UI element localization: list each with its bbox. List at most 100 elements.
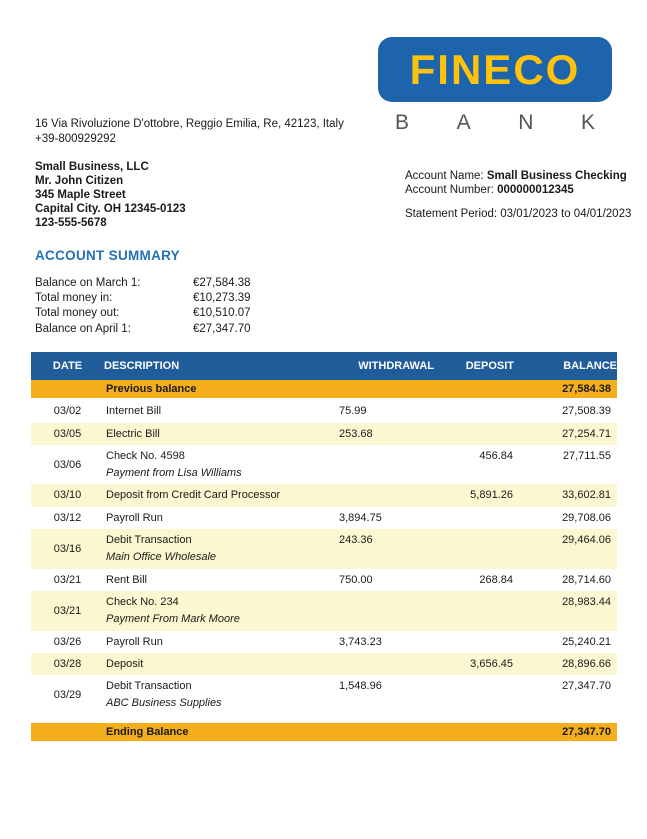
- transaction-description: Internet Bill: [106, 405, 162, 418]
- account-info-block: Account Name: Small Business Checking Ac…: [405, 169, 631, 221]
- transaction-description: Check No. 234: [106, 595, 179, 608]
- cell-withdrawal: [334, 444, 434, 485]
- column-header-description: DESCRIPTION: [104, 352, 334, 380]
- bank-letter: A: [456, 111, 471, 134]
- transaction-row: 03/26 Payroll Run 3,743.23 25,240.21: [31, 630, 617, 653]
- summary-label: Total money out:: [35, 307, 120, 320]
- transaction-description: Debit Transaction: [106, 534, 192, 547]
- account-summary-section: ACCOUNT SUMMARY Balance on March 1: €27,…: [35, 248, 251, 337]
- transaction-description: Check No. 4598: [106, 449, 185, 462]
- transactions-table-section: DATE DESCRIPTION WITHDRAWAL DEPOSIT BALA…: [31, 352, 617, 742]
- cell-description: Debit Transaction Main Office Wholesale: [104, 529, 334, 569]
- transaction-row: 03/06 Check No. 4598 Payment from Lisa W…: [31, 444, 617, 485]
- transaction-description: Payroll Run: [106, 635, 163, 648]
- cell-description: Electric Bill: [104, 422, 334, 445]
- cell-withdrawal: 75.99: [334, 400, 434, 423]
- cell-deposit: [434, 630, 514, 653]
- cell-date: 03/06: [31, 444, 104, 485]
- cell-withdrawal: 243.36: [334, 529, 434, 569]
- summary-row: Total money out: €10,510.07: [35, 306, 251, 321]
- fineco-logo: FINECO B A N K: [378, 37, 612, 135]
- cell-description: Debit Transaction ABC Business Supplies: [104, 675, 334, 715]
- cell-deposit: 456.84: [434, 444, 514, 485]
- customer-company: Small Business, LLC: [35, 161, 149, 173]
- cell-description: Payroll Run: [104, 506, 334, 530]
- bank-phone: +39-800929292: [35, 133, 116, 145]
- transaction-description: Deposit from Credit Card Processor: [106, 489, 281, 502]
- column-header-withdrawal: WITHDRAWAL: [334, 352, 434, 380]
- bank-letter: N: [518, 111, 534, 134]
- cell-balance: 28,983.44: [514, 590, 617, 631]
- cell-balance: 28,896.66: [514, 652, 617, 676]
- cell-date: 03/05: [31, 422, 104, 445]
- transaction-description: Electric Bill: [106, 427, 160, 440]
- cell-withdrawal: 3,894.75: [334, 506, 434, 530]
- cell-description: Rent Bill: [104, 568, 334, 591]
- cell-date: 03/02: [31, 400, 104, 423]
- transaction-subdescription: Payment From Mark Moore: [106, 613, 240, 626]
- transaction-row: 03/29 Debit Transaction ABC Business Sup…: [31, 675, 617, 715]
- transaction-row: 03/21 Check No. 234 Payment From Mark Mo…: [31, 590, 617, 631]
- cell-deposit: [434, 714, 514, 742]
- account-name-line: Account Name: Small Business Checking: [405, 169, 631, 183]
- transaction-row: 03/16 Debit Transaction Main Office Whol…: [31, 529, 617, 569]
- transaction-subdescription: Main Office Wholesale: [106, 551, 217, 564]
- previous-balance-row: Previous balance 27,584.38: [31, 380, 617, 401]
- cell-description: Payroll Run: [104, 630, 334, 653]
- cell-deposit: 268.84: [434, 568, 514, 591]
- cell-balance: 28,714.60: [514, 568, 617, 591]
- cell-description: Deposit from Credit Card Processor: [104, 484, 334, 507]
- summary-value: €10,273.39: [193, 292, 251, 305]
- bank-letter: K: [580, 111, 595, 134]
- cell-description: Check No. 4598 Payment from Lisa William…: [104, 444, 334, 485]
- cell-withdrawal: [334, 484, 434, 507]
- previous-balance-label: Previous balance: [104, 380, 334, 401]
- account-number-value: 000000012345: [497, 184, 574, 196]
- transaction-row: 03/12 Payroll Run 3,894.75 29,708.06: [31, 506, 617, 530]
- account-summary-title: ACCOUNT SUMMARY: [35, 248, 180, 263]
- cell-withdrawal: [334, 380, 434, 401]
- cell-description: Deposit: [104, 652, 334, 676]
- cell-withdrawal: 253.68: [334, 422, 434, 445]
- cell-withdrawal: 1,548.96: [334, 675, 434, 715]
- bank-address-line: 16 Via Rivoluzione D'ottobre, Reggio Emi…: [35, 118, 344, 130]
- fineco-logo-box: FINECO: [378, 37, 612, 102]
- account-name-label: Account Name:: [405, 170, 484, 182]
- cell-balance: 25,240.21: [514, 630, 617, 653]
- account-number-line: Account Number: 000000012345: [405, 183, 631, 197]
- cell-date: [31, 380, 104, 401]
- cell-withdrawal: 750.00: [334, 568, 434, 591]
- cell-balance: 29,464.06: [514, 529, 617, 569]
- cell-date: 03/12: [31, 506, 104, 530]
- transaction-description: Rent Bill: [106, 573, 147, 586]
- cell-deposit: [434, 675, 514, 715]
- cell-deposit: 3,656.45: [434, 652, 514, 676]
- cell-withdrawal: 3,743.23: [334, 630, 434, 653]
- summary-label: Balance on March 1:: [35, 277, 141, 289]
- cell-balance: 29,708.06: [514, 506, 617, 530]
- cell-date: 03/29: [31, 675, 104, 715]
- cell-description: Internet Bill: [104, 400, 334, 423]
- cell-balance: 27,508.39: [514, 400, 617, 423]
- statement-period-value: 03/01/2023 to 04/01/2023: [500, 208, 632, 220]
- cell-deposit: [434, 380, 514, 401]
- summary-label: Total money in:: [35, 292, 113, 305]
- ending-balance-row: Ending Balance 27,347.70: [31, 714, 617, 742]
- column-header-balance: BALANCE: [514, 352, 617, 380]
- summary-value: €10,510.07: [193, 307, 251, 320]
- cell-deposit: [434, 422, 514, 445]
- customer-street: 345 Maple Street: [35, 189, 126, 201]
- cell-balance: 27,347.70: [514, 675, 617, 715]
- cell-deposit: [434, 529, 514, 569]
- ending-balance-label: Ending Balance: [104, 714, 334, 742]
- cell-date: 03/21: [31, 568, 104, 591]
- cell-deposit: [434, 400, 514, 423]
- cell-date: 03/10: [31, 484, 104, 507]
- ending-balance-amount: 27,347.70: [514, 714, 617, 742]
- summary-value: €27,347.70: [193, 322, 251, 335]
- transaction-subdescription: ABC Business Supplies: [106, 697, 222, 710]
- cell-balance: 27,711.55: [514, 444, 617, 485]
- customer-name: Mr. John Citizen: [35, 175, 124, 187]
- bank-contact-block: 16 Via Rivoluzione D'ottobre, Reggio Emi…: [35, 117, 344, 147]
- cell-description: Check No. 234 Payment From Mark Moore: [104, 590, 334, 631]
